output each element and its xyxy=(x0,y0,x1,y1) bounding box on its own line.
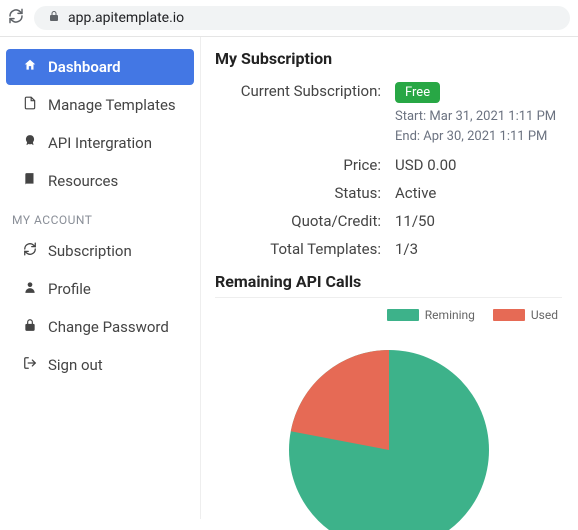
label-quota: Quota/Credit: xyxy=(215,212,395,230)
sidebar-item-label: Profile xyxy=(48,280,91,298)
plan-badge: Free xyxy=(395,82,440,103)
value-templates: 1/3 xyxy=(395,240,562,258)
sidebar-item-change-password[interactable]: Change Password xyxy=(6,309,194,345)
main-content: My Subscription Current Subscription: Fr… xyxy=(200,37,578,519)
pie-chart xyxy=(279,330,499,530)
sidebar-item-label: Subscription xyxy=(48,242,132,260)
label-price: Price: xyxy=(215,156,395,174)
url-field[interactable]: app.apitemplate.io xyxy=(34,6,570,30)
label-current-subscription: Current Subscription: xyxy=(215,82,395,100)
value-status: Active xyxy=(395,184,562,202)
label-templates: Total Templates: xyxy=(215,240,395,258)
refresh-icon xyxy=(22,242,38,260)
home-icon xyxy=(22,58,38,76)
api-calls-chart: Remining Used xyxy=(215,297,562,530)
lock-icon xyxy=(22,318,38,336)
subscription-start: Start: Mar 31, 2021 1:11 PM xyxy=(395,107,562,127)
legend-swatch xyxy=(387,309,419,321)
legend-swatch xyxy=(493,309,525,321)
sidebar-item-manage-templates[interactable]: Manage Templates xyxy=(6,87,194,123)
legend-label: Remining xyxy=(425,308,475,322)
api-calls-title: Remaining API Calls xyxy=(215,272,562,291)
legend-item-used: Used xyxy=(493,308,558,322)
sidebar-item-label: Resources xyxy=(48,172,118,190)
sidebar-section-label: MY ACCOUNT xyxy=(0,201,200,231)
sidebar-item-label: Change Password xyxy=(48,318,169,336)
value-price: USD 0.00 xyxy=(395,156,562,174)
sidebar: Dashboard Manage Templates API Intergrat… xyxy=(0,37,200,519)
sidebar-item-dashboard[interactable]: Dashboard xyxy=(6,49,194,85)
sidebar-item-label: Dashboard xyxy=(48,58,121,76)
document-icon xyxy=(22,96,38,114)
reload-icon[interactable] xyxy=(8,8,24,28)
sidebar-item-sign-out[interactable]: Sign out xyxy=(6,347,194,383)
sidebar-item-subscription[interactable]: Subscription xyxy=(6,233,194,269)
browser-address-bar: app.apitemplate.io xyxy=(0,0,578,37)
sidebar-item-label: Sign out xyxy=(48,356,103,374)
chart-legend: Remining Used xyxy=(215,308,562,322)
sidebar-item-profile[interactable]: Profile xyxy=(6,271,194,307)
subscription-end: End: Apr 30, 2021 1:11 PM xyxy=(395,127,562,147)
legend-item-remaining: Remining xyxy=(387,308,475,322)
value-quota: 11/50 xyxy=(395,212,562,230)
user-icon xyxy=(22,280,38,298)
legend-label: Used xyxy=(531,308,558,322)
rocket-icon xyxy=(22,134,38,152)
book-icon xyxy=(22,172,38,190)
sign-out-icon xyxy=(22,356,38,374)
lock-icon xyxy=(48,10,60,26)
sidebar-item-label: Manage Templates xyxy=(48,96,176,114)
page-title: My Subscription xyxy=(215,49,562,68)
sidebar-item-resources[interactable]: Resources xyxy=(6,163,194,199)
sidebar-item-api-integration[interactable]: API Intergration xyxy=(6,125,194,161)
url-text: app.apitemplate.io xyxy=(68,10,184,26)
label-status: Status: xyxy=(215,184,395,202)
sidebar-item-label: API Intergration xyxy=(48,134,152,152)
